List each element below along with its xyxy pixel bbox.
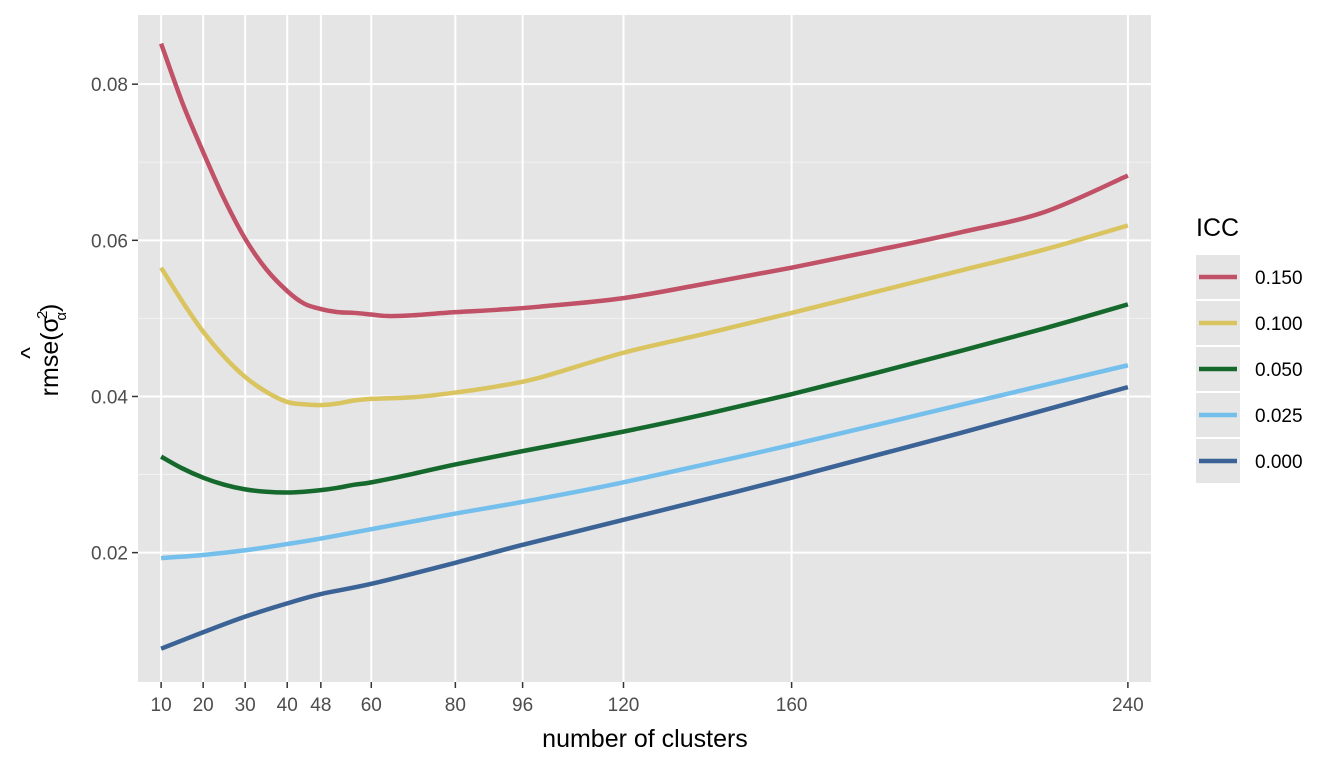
y-tick-label: 0.02: [91, 544, 128, 565]
svg-text:rmse(σ2α): rmse(σ2 α): [34, 304, 70, 397]
x-tick-label: 48: [310, 695, 331, 716]
y-axis-title-sigma: σ: [36, 316, 64, 332]
tick-labels: 10 20 30 40 48 60 80 96 120 160 240 0.02 0.04 0.06 0.0…: [91, 75, 1144, 716]
x-axis-title: number of clusters: [542, 725, 748, 753]
y-axis-title-suffix: ): [36, 304, 64, 312]
legend-title: ICC: [1196, 214, 1239, 242]
x-tick-label: 120: [608, 695, 640, 716]
y-axis-title-sub: α: [53, 312, 70, 321]
x-tick-label: 20: [193, 695, 214, 716]
legend-item-0.150: 0.150: [1196, 255, 1303, 299]
x-tick-label: 160: [776, 695, 808, 716]
legend-label: 0.025: [1255, 406, 1303, 427]
series-line-0.000: [160, 384, 1129, 651]
y-axis-title-hat: ^: [16, 347, 44, 359]
x-tick-label: 10: [151, 695, 172, 716]
x-tick-label: 80: [445, 695, 466, 716]
legend-label: 0.050: [1255, 360, 1303, 381]
x-tick-label: 30: [235, 695, 256, 716]
y-axis-title-prefix: rmse(: [36, 332, 64, 397]
x-tick-label: 96: [512, 695, 533, 716]
legend-label: 0.150: [1255, 268, 1303, 289]
legend-item-0.100: 0.100: [1196, 301, 1303, 345]
legend-label: 0.100: [1255, 314, 1303, 335]
x-tick-label: 40: [277, 695, 298, 716]
major-gridlines: [138, 15, 1151, 682]
y-tick-label: 0.04: [91, 387, 128, 408]
y-axis-title-sup: 2: [34, 311, 51, 319]
legend-item-0.050: 0.050: [1196, 347, 1303, 391]
legend: ICC 0.150 0.100 0.050 0.025 0.000: [1196, 214, 1303, 483]
series-line-0.100: [159, 223, 1129, 408]
legend-label: 0.000: [1255, 452, 1303, 473]
minor-gridlines: [138, 161, 1151, 476]
series-line-0.150: [159, 42, 1129, 319]
legend-item-0.000: 0.000: [1196, 439, 1303, 483]
series-lines: [159, 42, 1129, 651]
x-tick-label: 60: [361, 695, 382, 716]
x-tick-label: 240: [1112, 695, 1144, 716]
y-tick-label: 0.08: [91, 75, 128, 96]
axis-ticks: [132, 83, 1129, 688]
y-tick-label: 0.06: [91, 231, 128, 252]
legend-items: 0.150 0.100 0.050 0.025 0.000: [1196, 255, 1303, 483]
legend-item-0.025: 0.025: [1196, 393, 1303, 437]
series-line-0.050: [160, 302, 1129, 495]
series-line-0.025: [160, 363, 1129, 561]
y-axis-title: rmse(σ2 α) ^: [16, 304, 70, 397]
